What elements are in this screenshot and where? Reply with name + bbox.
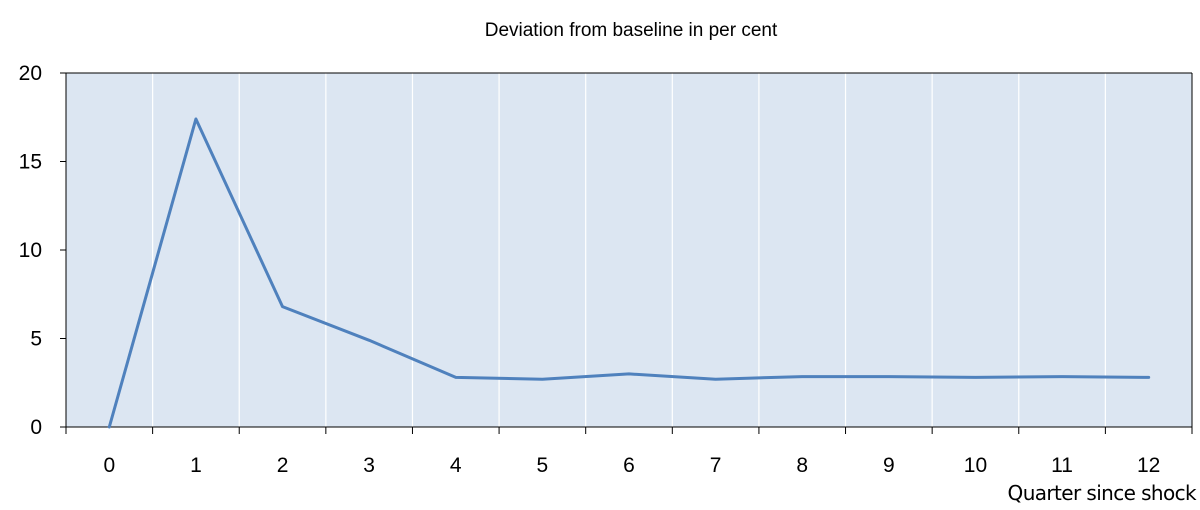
y-tick-label: 20 bbox=[19, 62, 42, 85]
y-tick-label: 15 bbox=[19, 151, 42, 174]
x-tick-label: 2 bbox=[277, 454, 289, 477]
series-layer bbox=[107, 117, 1151, 429]
x-tick-label: 4 bbox=[450, 454, 462, 477]
y-tick-labels: 0 5 10 15 20 bbox=[19, 62, 42, 439]
x-tick-labels: 0 1 2 3 4 5 6 7 8 9 10 11 12 bbox=[103, 454, 1160, 477]
chart-title: Deviation from baseline in per cent bbox=[485, 20, 778, 41]
x-axis-label: Quarter since shock bbox=[1008, 481, 1197, 505]
x-tick-label: 7 bbox=[710, 454, 722, 477]
x-tick-label: 0 bbox=[103, 454, 115, 477]
x-tick-label: 1 bbox=[190, 454, 202, 477]
x-tick-label: 8 bbox=[796, 454, 808, 477]
y-tick-label: 5 bbox=[30, 328, 42, 351]
x-tick-label: 12 bbox=[1137, 454, 1160, 477]
y-tick-label: 0 bbox=[30, 416, 42, 439]
x-tick-label: 10 bbox=[964, 454, 987, 477]
x-tick-label: 5 bbox=[537, 454, 549, 477]
x-tick-label: 6 bbox=[623, 454, 635, 477]
series-line bbox=[107, 117, 1151, 429]
axis-ticks bbox=[60, 72, 1193, 434]
x-tick-label: 11 bbox=[1051, 454, 1073, 477]
vertical-gridlines bbox=[152, 73, 1106, 427]
x-tick-label: 9 bbox=[883, 454, 895, 477]
plot-area bbox=[66, 73, 1192, 427]
x-tick-label: 3 bbox=[363, 454, 375, 477]
y-tick-label: 10 bbox=[19, 239, 42, 262]
